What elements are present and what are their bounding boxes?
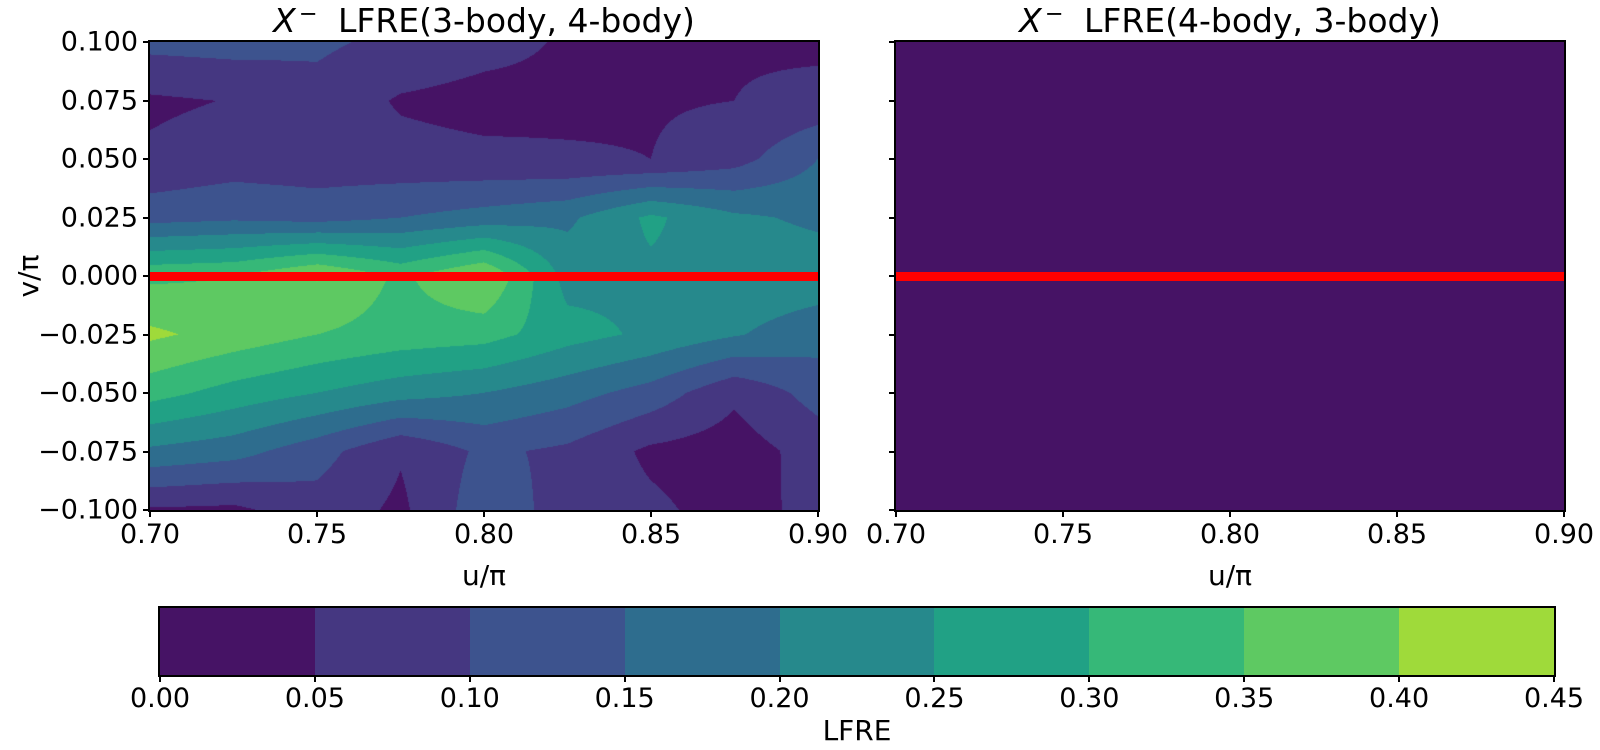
colorbar: LFRE 0.00 0.05 0.10 0.15 0.20 0.25 0.30 0.35 0.4… (130, 606, 1584, 745)
x-tick-mark (817, 510, 819, 517)
title-text: LFRE(3-body, 4-body) (327, 1, 695, 40)
y-tick-mark (889, 216, 896, 219)
x-tick-mark (1062, 510, 1064, 517)
colorbar-tick-label: 0.30 (1059, 683, 1120, 714)
x-tick-mark (650, 510, 652, 517)
x-tick-label: 0.70 (865, 519, 927, 550)
colorbar-tick-mark (778, 675, 781, 682)
zero-reference-line (150, 271, 818, 281)
y-tick-label: 0.025 (60, 202, 138, 233)
x-axis-label: u/π (461, 559, 507, 592)
right-plot: X − LFRE(4-body, 3-body) u/π 0.70 0.75 0.80… (866, 3, 1594, 590)
colorbar-tick-label: 0.35 (1214, 683, 1275, 714)
zero-reference-line (896, 271, 1564, 281)
x-tick-mark (1396, 510, 1398, 517)
colorbar-tick-mark (1553, 675, 1555, 682)
colorbar-segments (160, 608, 1555, 675)
colorbar-tick-label: 0.45 (1523, 683, 1585, 714)
colorbar-segment (314, 608, 470, 675)
colorbar-tick-label: 0.15 (594, 683, 655, 714)
title-math-symbol: X (273, 1, 296, 40)
y-tick-label: 0.050 (60, 143, 138, 175)
y-axis-label: v/π (12, 254, 45, 298)
colorbar-tick-label: 0.00 (129, 683, 191, 714)
colorbar-tick-mark (159, 675, 161, 682)
title-superscript-minus: − (298, 0, 318, 27)
colorbar-segment (1244, 608, 1400, 675)
colorbar-segment (779, 608, 935, 675)
colorbar-tick-label: 0.25 (904, 683, 965, 714)
x-tick-mark (1229, 510, 1231, 517)
left-plot-title: X − LFRE(3-body, 4-body) (273, 3, 695, 37)
colorbar-tick-label: 0.40 (1369, 683, 1430, 714)
x-tick-mark (1563, 510, 1565, 517)
title-text: LFRE(4-body, 3-body) (1073, 1, 1441, 40)
title-superscript-minus: − (1044, 0, 1064, 27)
colorbar-segment (160, 608, 315, 675)
y-tick-mark (889, 392, 896, 394)
x-tick-label: 0.80 (453, 519, 515, 550)
colorbar-tick-mark (1398, 675, 1401, 682)
right-plot-title: X − LFRE(4-body, 3-body) (1019, 3, 1441, 37)
colorbar-segment (1399, 608, 1555, 675)
left-plot: X − LFRE(3-body, 4-body) u/π v/π 0.70 0.75… (12, 3, 848, 590)
y-tick-mark (143, 275, 150, 277)
x-tick-label: 0.90 (1533, 519, 1595, 550)
x-tick-label: 0.85 (620, 519, 682, 550)
colorbar-label: LFRE (822, 714, 892, 747)
y-tick-mark (889, 275, 896, 277)
y-tick-mark (143, 450, 150, 453)
x-tick-label: 0.75 (286, 519, 348, 550)
y-tick-mark (143, 333, 150, 336)
colorbar-tick-mark (1243, 675, 1246, 682)
x-tick-mark (149, 510, 151, 517)
colorbar-segment (624, 608, 780, 675)
x-tick-label: 0.70 (119, 519, 181, 550)
x-tick-label: 0.75 (1032, 519, 1094, 550)
y-tick-mark (889, 333, 896, 336)
colorbar-tick-label: 0.05 (284, 683, 345, 714)
y-tick-label: −0.075 (38, 436, 138, 467)
y-tick-label: −0.050 (38, 377, 138, 409)
y-tick-label: −0.025 (38, 319, 138, 350)
colorbar-tick-mark (313, 675, 316, 682)
colorbar-segment (469, 608, 625, 675)
y-tick-label: 0.075 (60, 85, 138, 116)
y-tick-label: 0.000 (60, 260, 138, 292)
y-tick-mark (143, 158, 150, 160)
y-tick-mark (143, 216, 150, 219)
y-tick-mark (143, 41, 150, 43)
colorbar-tick-mark (1088, 675, 1091, 682)
x-tick-label: 0.85 (1366, 519, 1428, 550)
y-tick-mark (889, 99, 896, 102)
x-tick-label: 0.80 (1199, 519, 1261, 550)
x-tick-label: 0.90 (787, 519, 849, 550)
colorbar-segment (1089, 608, 1245, 675)
x-tick-mark (316, 510, 318, 517)
colorbar-tick-mark (933, 675, 936, 682)
y-tick-mark (889, 450, 896, 453)
colorbar-tick-label: 0.10 (439, 683, 500, 714)
y-tick-mark (143, 99, 150, 102)
colorbar-tick-mark (623, 675, 626, 682)
y-tick-label: 0.100 (60, 26, 138, 58)
colorbar-tick-label: 0.20 (749, 683, 810, 714)
y-tick-mark (143, 509, 150, 511)
colorbar-segment (934, 608, 1090, 675)
y-tick-label: −0.100 (38, 494, 138, 526)
x-axis-label: u/π (1207, 559, 1253, 592)
colorbar-tick-mark (468, 675, 471, 682)
x-tick-mark (895, 510, 897, 517)
title-math-symbol: X (1019, 1, 1042, 40)
y-tick-mark (889, 41, 896, 43)
x-tick-mark (483, 510, 485, 517)
y-tick-mark (889, 158, 896, 160)
y-tick-mark (889, 509, 896, 511)
y-tick-mark (143, 392, 150, 394)
